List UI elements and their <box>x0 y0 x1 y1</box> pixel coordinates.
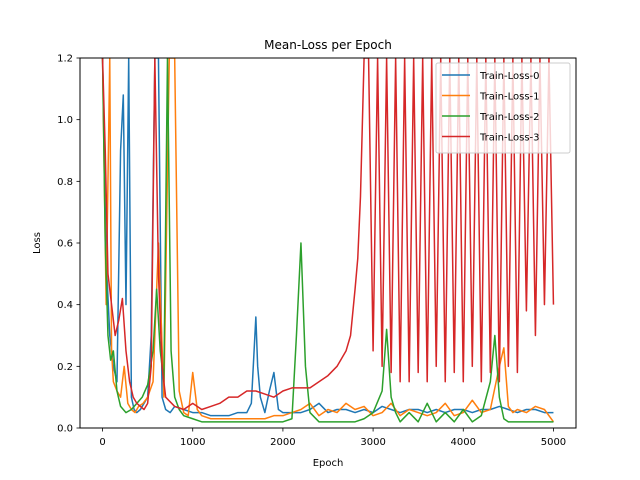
legend-label-1: Train-Loss-1 <box>479 92 540 103</box>
chart-title: Mean-Loss per Epoch <box>264 38 392 52</box>
y-tick-label-1: 0.2 <box>57 362 73 373</box>
series-line-1 <box>101 58 555 423</box>
legend: Train-Loss-0 Train-Loss-1 Train-Loss-2 Trai… <box>435 62 571 154</box>
x-axis-title: Epoch <box>313 458 344 469</box>
y-tick-label-6: 1.2 <box>57 54 73 65</box>
y-tick-label-0: 0.0 <box>57 424 73 435</box>
series-layer <box>101 58 555 423</box>
x-tick-label-3: 3000 <box>360 437 385 448</box>
legend-label-2: Train-Loss-2 <box>479 112 540 123</box>
y-axis: 0.0 0.2 0.4 0.6 0.8 1.0 1.2 <box>57 54 80 435</box>
legend-label-3: Train-Loss-3 <box>479 133 540 144</box>
x-axis: 0 1000 2000 3000 4000 5000 <box>99 428 566 448</box>
y-tick-label-3: 0.6 <box>57 239 73 250</box>
y-tick-label-4: 0.8 <box>57 177 73 188</box>
legend-box <box>435 62 571 154</box>
x-tick-label-2: 2000 <box>270 437 295 448</box>
y-tick-label-5: 1.0 <box>57 115 73 126</box>
legend-label-0: Train-Loss-0 <box>479 71 540 82</box>
series-line-3 <box>101 58 555 411</box>
y-tick-label-2: 0.4 <box>57 300 73 311</box>
x-tick-label-1: 1000 <box>180 437 205 448</box>
y-axis-title: Loss <box>32 232 43 254</box>
x-tick-label-4: 4000 <box>451 437 476 448</box>
x-tick-label-0: 0 <box>99 437 105 448</box>
x-tick-label-5: 5000 <box>541 437 566 448</box>
series-line-2 <box>101 58 554 423</box>
